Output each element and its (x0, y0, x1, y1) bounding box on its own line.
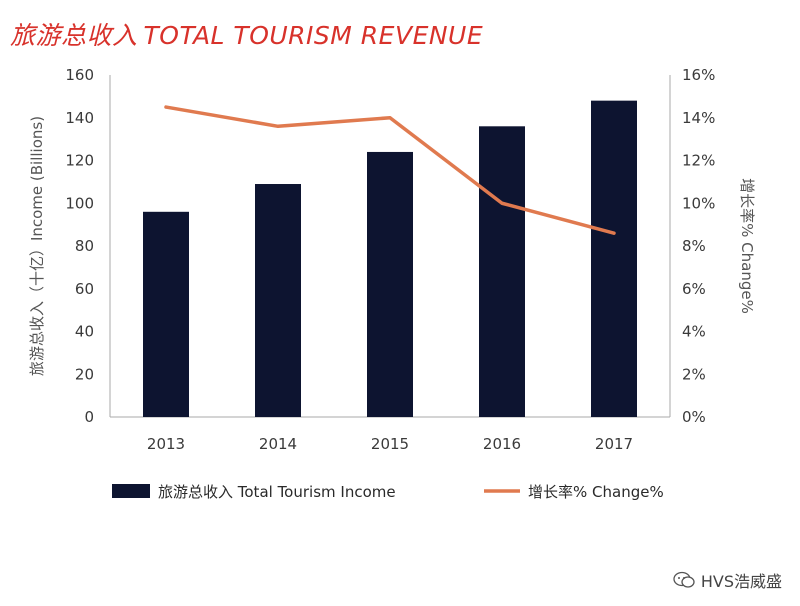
left-y-axis-label: 旅游总收入（十亿）Income (Billions) (28, 116, 46, 376)
bar-2013 (143, 211, 189, 417)
right-tick-label: 12% (682, 152, 715, 170)
x-tick-label: 2016 (483, 435, 521, 453)
left-tick-label: 120 (65, 152, 94, 170)
right-y-axis-label: 增长率% Change% (738, 178, 756, 314)
left-tick-label: 160 (65, 66, 94, 84)
bar-2017 (591, 100, 637, 418)
bar-2016 (479, 126, 525, 418)
watermark-text: HVS浩威盛 (700, 572, 782, 591)
legend-bar-swatch (112, 484, 150, 498)
right-tick-label: 4% (682, 323, 706, 341)
x-tick-label: 2017 (595, 435, 633, 453)
right-tick-labels: 0% 2% 4% 6% 8% 10% 12% 14% 16% (682, 66, 715, 426)
right-tick-label: 16% (682, 66, 715, 84)
right-tick-label: 0% (682, 408, 706, 426)
x-tick-label: 2014 (259, 435, 297, 453)
chart-title-en: TOTAL TOURISM REVENUE (143, 21, 484, 50)
watermark: HVS浩威盛 (673, 568, 782, 592)
line-point-2017 (612, 231, 616, 235)
legend: 旅游总收入 Total Tourism Income 增长率% Change% (112, 483, 664, 501)
legend-line-label: 增长率% Change% (528, 483, 664, 501)
right-tick-label: 6% (682, 280, 706, 298)
right-tick-label: 10% (682, 194, 715, 212)
right-tick-label: 8% (682, 237, 706, 255)
left-tick-label: 140 (65, 109, 94, 127)
chart-title: 旅游总收入 TOTAL TOURISM REVENUE (10, 16, 489, 52)
left-tick-label: 0 (84, 408, 94, 426)
left-tick-label: 60 (75, 280, 94, 298)
chart-title-cn: 旅游总收入 (10, 21, 138, 50)
left-tick-label: 80 (75, 237, 94, 255)
left-tick-label: 100 (65, 194, 94, 212)
bar-series (143, 100, 637, 418)
x-tick-label: 2015 (371, 435, 409, 453)
line-point-2013 (164, 105, 168, 109)
legend-bar-label: 旅游总收入 Total Tourism Income (158, 483, 396, 501)
bar-2015 (367, 151, 413, 417)
x-tick-labels: 2013 2014 2015 2016 2017 (147, 435, 633, 453)
right-tick-label: 2% (682, 365, 706, 383)
line-point-2015 (388, 116, 392, 120)
line-point-2014 (276, 124, 280, 128)
left-tick-label: 40 (75, 323, 94, 341)
left-tick-label: 20 (75, 365, 94, 383)
wechat-icon (673, 571, 695, 588)
line-series (164, 105, 616, 235)
right-tick-label: 14% (682, 109, 715, 127)
left-tick-labels: 0 20 40 60 80 100 120 140 160 (65, 66, 94, 426)
line-point-2016 (500, 201, 504, 205)
x-tick-label: 2013 (147, 435, 185, 453)
bar-2014 (255, 184, 301, 417)
